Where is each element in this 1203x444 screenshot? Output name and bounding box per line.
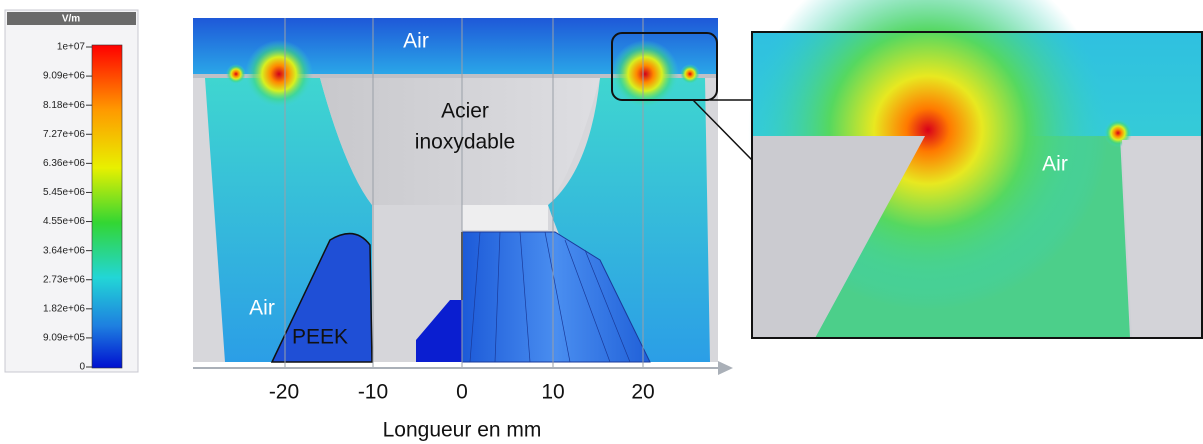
zoom-callout — [611, 32, 718, 101]
region-label: PEEK — [292, 326, 348, 349]
hotspot — [245, 40, 313, 108]
colorbar-unit: V/m — [62, 14, 80, 25]
region-label: Air — [1042, 153, 1068, 176]
hotspot — [611, 40, 679, 108]
zoom-steel-left — [752, 136, 925, 338]
steel-neck — [462, 205, 548, 230]
colorbar-label: 9.09e+06 — [43, 71, 85, 82]
region-label: Acier — [441, 100, 489, 123]
mesh-lines — [469, 231, 631, 363]
x-tick-label: -20 — [269, 381, 299, 404]
colorbar-scale — [91, 44, 123, 369]
colorbar-label: 0 — [79, 362, 85, 373]
zoom-steel-right — [1122, 140, 1202, 338]
colorbar-label: 1e+07 — [57, 42, 86, 53]
region-label: Air — [249, 297, 275, 320]
peek-insulator — [270, 232, 373, 363]
axis-arrow — [718, 361, 733, 375]
colorbar: V/m 1e+07 9.09e+06 8.18e+06 7.27e+06 6.36e+0… — [4, 9, 139, 373]
zoom-frame — [751, 31, 1203, 339]
x-tick-label: 20 — [631, 381, 654, 404]
x-tick-label: 0 — [456, 381, 468, 404]
zoom-panel: Air — [748, 0, 1203, 339]
region-label: Air — [403, 30, 429, 53]
x-tick-label: -10 — [358, 381, 388, 404]
steel-cone — [320, 78, 600, 205]
colorbar-label: 7.27e+06 — [43, 129, 85, 140]
x-tick-label: 10 — [541, 381, 564, 404]
colorbar-label: 4.55e+06 — [43, 216, 85, 227]
steel-edge — [193, 74, 718, 78]
hotspot — [680, 64, 700, 84]
colorbar-label: 5.45e+06 — [43, 187, 85, 198]
region-label: inoxydable — [415, 131, 515, 154]
grid — [284, 18, 644, 368]
colorbar-label: 6.36e+06 — [43, 158, 85, 169]
small-insulator — [416, 300, 462, 362]
colorbar-header — [7, 12, 136, 25]
colorbar-label: 2.73e+06 — [43, 274, 85, 285]
colorbar-label: 3.64e+06 — [43, 245, 85, 256]
callout-line — [692, 99, 753, 161]
field-plot: Air Acier inoxydable Air PEEK -20 -10 0 … — [193, 18, 753, 442]
axis-label: Longueur en mm — [383, 419, 542, 442]
colorbar-label: 9.09e+05 — [43, 333, 85, 344]
colorbar-label: 8.18e+06 — [43, 100, 85, 111]
hotspot — [226, 64, 246, 84]
colorbar-label: 1.82e+06 — [43, 303, 85, 314]
